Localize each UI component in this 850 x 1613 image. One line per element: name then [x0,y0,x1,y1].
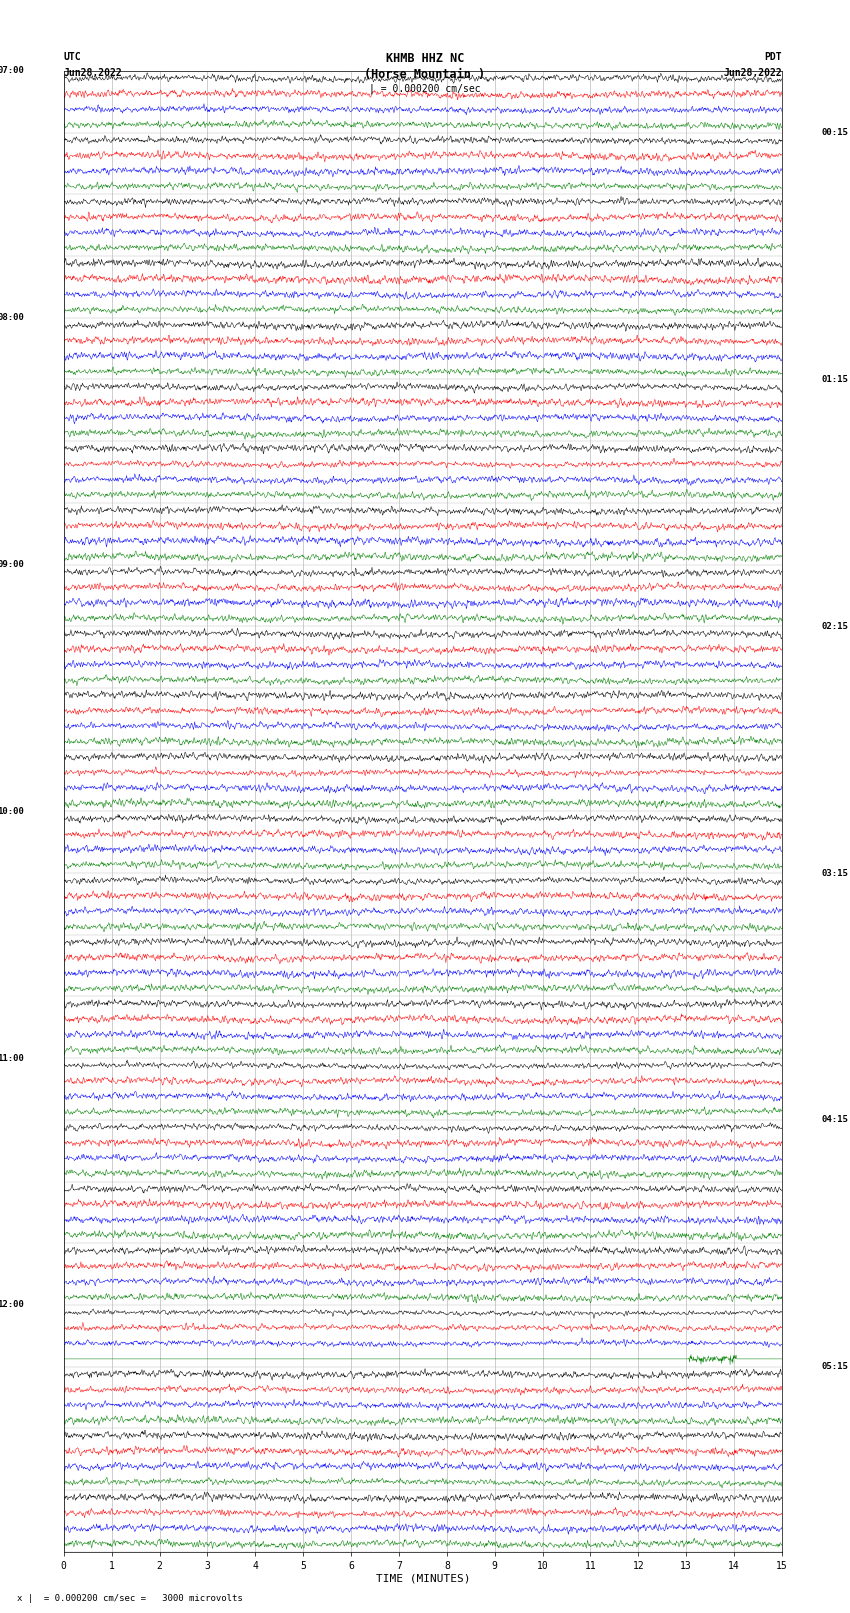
Text: 11:00: 11:00 [0,1053,25,1063]
Text: 05:15: 05:15 [821,1361,848,1371]
Text: 02:15: 02:15 [821,621,848,631]
Text: 04:15: 04:15 [821,1115,848,1124]
Text: Jun28,2022: Jun28,2022 [64,68,122,77]
Text: 09:00: 09:00 [0,560,25,569]
Text: x |  = 0.000200 cm/sec =   3000 microvolts: x | = 0.000200 cm/sec = 3000 microvolts [17,1594,243,1603]
X-axis label: TIME (MINUTES): TIME (MINUTES) [376,1574,470,1584]
Text: 10:00: 10:00 [0,806,25,816]
Text: 08:00: 08:00 [0,313,25,323]
Text: 01:15: 01:15 [821,374,848,384]
Text: | = 0.000200 cm/sec: | = 0.000200 cm/sec [369,84,481,95]
Text: 03:15: 03:15 [821,868,848,877]
Text: 00:15: 00:15 [821,127,848,137]
Text: (Horse Mountain ): (Horse Mountain ) [365,68,485,81]
Text: KHMB HHZ NC: KHMB HHZ NC [386,52,464,65]
Text: UTC: UTC [64,52,82,61]
Text: 12:00: 12:00 [0,1300,25,1310]
Text: PDT: PDT [764,52,782,61]
Text: Jun28,2022: Jun28,2022 [723,68,782,77]
Text: 07:00: 07:00 [0,66,25,76]
